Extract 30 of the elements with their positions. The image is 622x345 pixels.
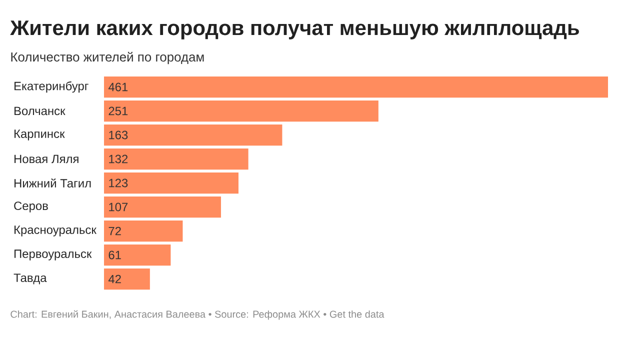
bar (104, 124, 282, 146)
bar (104, 196, 221, 218)
data-label: 251 (108, 106, 128, 116)
y-tick-label: Волчанск (14, 106, 66, 116)
y-tick-label: Серов (14, 202, 48, 212)
data-label: 163 (109, 130, 128, 140)
bar (104, 148, 248, 170)
y-tick-label: Первоуральск (14, 250, 92, 260)
bar (104, 268, 150, 290)
bar (104, 220, 183, 242)
bar (104, 76, 608, 98)
text: Chart: Евгений Бакин, Анастасия Валеева • Source: Реформа ЖКХ • Get the data (10, 310, 384, 320)
y-tick-label: Новая Ляля (14, 154, 78, 164)
data-label: 61 (108, 250, 121, 260)
data-label: 461 (108, 82, 128, 92)
y-tick-label: Нижний Тагил (14, 178, 91, 188)
y-tick-label: Тавда (14, 274, 47, 284)
bar (104, 100, 378, 122)
bar (104, 244, 171, 266)
y-tick-label: Красноуральск (14, 226, 96, 236)
data-label: 107 (109, 202, 128, 212)
y-tick-label: Екатеринбург (14, 81, 88, 93)
y-tick-label: Карпинск (14, 130, 65, 140)
data-label: 72 (108, 226, 121, 236)
chart-title: Жители каких городов получат меньшую жилплощадь (10, 20, 579, 40)
chart-subtitle: Количество жителей по городам (11, 52, 204, 64)
bar (104, 172, 238, 194)
data-label: 132 (109, 154, 128, 164)
data-label: 123 (109, 178, 128, 188)
data-label: 42 (108, 274, 121, 284)
